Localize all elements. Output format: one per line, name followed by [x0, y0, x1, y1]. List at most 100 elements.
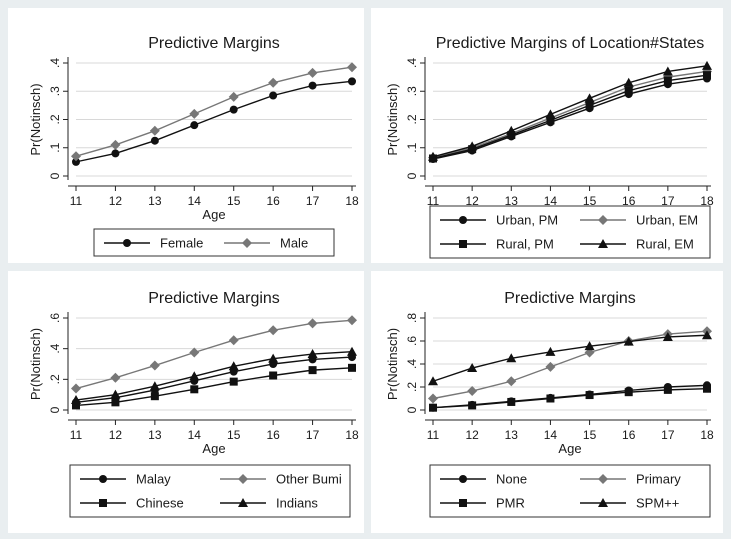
chart-title: Predictive Margins of Location#States — [436, 35, 705, 52]
x-tick-label: 14 — [188, 194, 202, 208]
legend-label: None — [496, 472, 527, 487]
data-point — [347, 346, 357, 356]
data-point — [703, 71, 711, 80]
x-tick-label: 12 — [109, 428, 123, 442]
data-point — [228, 335, 239, 346]
x-tick-label: 18 — [700, 428, 714, 442]
series-line-3 — [75, 367, 353, 407]
chart-title: Predictive Margins — [148, 290, 280, 307]
data-point — [429, 403, 437, 412]
data-point — [229, 377, 238, 386]
x-tick-label: 13 — [505, 194, 519, 208]
x-tick-label: 15 — [227, 428, 241, 442]
data-point — [663, 76, 672, 85]
data-point — [545, 346, 556, 356]
y-axis-label: Pr(Notinsch) — [385, 83, 400, 155]
data-point — [268, 77, 279, 88]
data-point — [149, 381, 160, 391]
legend-label: Urban, EM — [636, 213, 698, 228]
x-tick-label: 11 — [70, 428, 83, 442]
data-point — [110, 389, 121, 399]
legend-box — [69, 464, 351, 518]
data-point — [546, 394, 555, 403]
data-point — [507, 397, 516, 406]
legend-label: Chinese — [136, 496, 184, 511]
panel-background — [8, 8, 364, 263]
legend-marker — [123, 239, 131, 247]
legend-marker — [242, 238, 252, 248]
x-tick-label: 18 — [345, 194, 359, 208]
chart-panel-2: Predictive Margins of Location#States 0 .1… — [371, 8, 723, 263]
data-point — [149, 360, 160, 371]
y-tick-label: .2 — [48, 114, 62, 124]
legend-label: Malay — [136, 472, 171, 487]
data-point — [585, 101, 594, 110]
legend-label: SPM++ — [636, 496, 679, 511]
y-tick-label: 0 — [48, 172, 62, 179]
x-axis-label: Age — [558, 441, 581, 456]
y-tick-label: .4 — [48, 58, 62, 68]
legend-marker — [598, 498, 608, 507]
data-point — [71, 151, 81, 162]
series-line-4 — [75, 351, 353, 401]
x-tick-label: 14 — [544, 428, 558, 442]
y-tick-label: .1 — [405, 142, 419, 152]
data-point — [624, 86, 633, 95]
legend-label: Indians — [276, 496, 318, 511]
x-tick-label: 17 — [306, 428, 320, 442]
data-point — [546, 116, 555, 125]
y-tick-label: .4 — [405, 359, 419, 369]
data-point — [72, 401, 80, 410]
data-point — [428, 376, 438, 386]
legend-marker — [99, 499, 107, 507]
data-point — [269, 371, 278, 380]
data-point — [308, 366, 317, 375]
data-point — [347, 62, 357, 73]
y-axis-label: Pr(Notinsch) — [385, 328, 400, 400]
series-line-2 — [75, 319, 353, 390]
x-tick-label: 18 — [700, 194, 714, 208]
data-point — [110, 139, 121, 150]
data-point — [467, 386, 478, 397]
data-point — [111, 398, 120, 407]
legend-marker — [238, 498, 248, 507]
x-axis-label: Age — [202, 207, 225, 222]
data-point — [428, 393, 438, 404]
legend-marker — [459, 216, 467, 224]
x-tick-label: 12 — [465, 194, 479, 208]
chart-panel-1: Predictive Margins 0 .1 .2 .3 .4 11 12 13 14 15 16 1… — [8, 8, 364, 263]
x-tick-label: 16 — [622, 194, 636, 208]
data-point — [71, 395, 81, 405]
y-tick-label: .2 — [48, 374, 62, 384]
series-line-3 — [432, 74, 708, 160]
data-point — [228, 91, 239, 102]
legend: None Primary PMR SPM++ — [429, 464, 711, 518]
x-tick-label: 18 — [345, 428, 359, 442]
legend-label: Urban, PM — [496, 213, 558, 228]
data-point — [703, 384, 711, 393]
data-point — [584, 93, 595, 103]
y-tick-label: .1 — [48, 142, 62, 152]
data-point — [307, 349, 318, 359]
x-tick-label: 14 — [188, 428, 202, 442]
legend-label: Female — [160, 236, 203, 251]
data-point — [229, 105, 238, 114]
legend-marker — [598, 239, 608, 248]
chart-panel-4: Predictive Margins 0 .2 .4 .6 .8 11 12 13 14 15 16 1… — [371, 271, 723, 533]
legend-marker — [598, 215, 608, 225]
legend-marker — [459, 499, 467, 507]
x-tick-label: 17 — [661, 428, 675, 442]
data-point — [308, 81, 317, 90]
x-tick-label: 13 — [505, 428, 519, 442]
data-point — [467, 141, 478, 151]
x-tick-label: 15 — [583, 194, 597, 208]
data-point — [428, 151, 438, 161]
data-point — [507, 131, 516, 140]
series-line-4 — [432, 65, 708, 158]
legend: Urban, PM Urban, EM Rural, PM Rural, EM — [429, 205, 711, 259]
data-point — [72, 157, 80, 166]
series-line-1 — [75, 356, 353, 404]
x-tick-label: 17 — [306, 194, 320, 208]
data-point — [584, 341, 595, 351]
